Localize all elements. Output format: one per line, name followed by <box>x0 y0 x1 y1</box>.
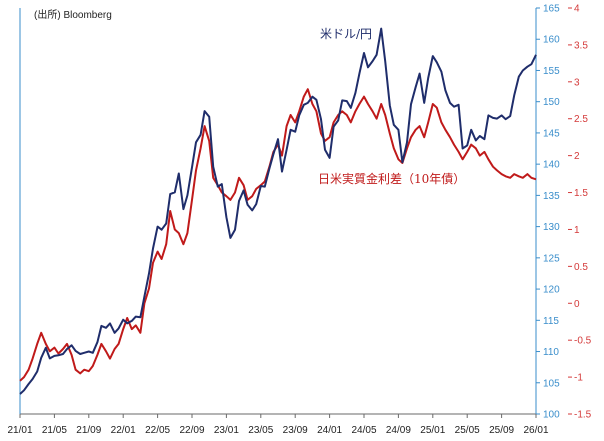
left-axis-tick-label: 150 <box>543 97 560 108</box>
x-axis-tick-label: 23/01 <box>214 425 239 436</box>
x-axis-tick-label: 22/01 <box>111 425 136 436</box>
left-axis-tick-label: 120 <box>543 285 560 296</box>
left-axis-tick-label: 115 <box>543 316 559 327</box>
x-axis-tick-label: 25/01 <box>420 425 445 436</box>
x-axis-tick-label: 21/05 <box>42 425 67 436</box>
left-axis-tick-label: 140 <box>543 160 560 171</box>
right-axis-tick-label: -0.5 <box>574 336 592 347</box>
left-axis-tick-label: 110 <box>543 347 559 358</box>
real-rate-gap-series-label: 日米実質金利差（10年債） <box>318 171 465 186</box>
left-axis-tick-label: 100 <box>543 410 560 421</box>
usdjpy-series-label: 米ドル/円 <box>320 27 372 41</box>
x-axis-tick-label: 24/09 <box>386 425 411 436</box>
left-axis-tick-label: 130 <box>543 222 560 233</box>
right-axis-tick-label: 4 <box>574 4 580 15</box>
x-axis-tick-label: 22/05 <box>145 425 170 436</box>
left-axis-tick-label: 160 <box>543 35 560 46</box>
right-axis-tick-label: -1 <box>574 373 583 384</box>
left-axis-tick-label: 145 <box>543 128 560 139</box>
x-axis-tick-label: 24/05 <box>351 425 376 436</box>
left-axis-tick-label: 135 <box>543 191 560 202</box>
real-rate-gap-line <box>19 88 537 382</box>
right-axis-tick-label: 2.5 <box>574 114 588 125</box>
right-axis-tick-label: 1.5 <box>574 188 588 199</box>
right-axis-tick-label: -1.5 <box>574 410 592 421</box>
x-axis-tick-label: 25/09 <box>489 425 514 436</box>
x-axis-tick-label: 21/09 <box>76 425 101 436</box>
right-axis-tick-label: 0.5 <box>574 262 588 273</box>
x-axis-tick-label: 23/05 <box>248 425 273 436</box>
left-axis-tick-label: 155 <box>543 66 560 77</box>
x-axis-tick-label: 21/01 <box>7 425 32 436</box>
right-axis-tick-label: 2 <box>574 151 580 162</box>
x-axis-tick-label: 24/01 <box>317 425 342 436</box>
x-axis-tick-label: 22/09 <box>179 425 204 436</box>
right-axis-tick-label: 3.5 <box>574 40 588 51</box>
left-axis-tick-label: 165 <box>543 4 560 15</box>
x-axis-tick-label: 23/09 <box>283 425 308 436</box>
right-axis-tick-label: 1 <box>574 225 580 236</box>
x-axis-tick-label: 26/01 <box>523 425 548 436</box>
source-note: (出所) Bloomberg <box>34 8 112 21</box>
left-axis-tick-label: 105 <box>543 378 560 389</box>
right-axis-tick-label: 3 <box>574 77 580 88</box>
usdjpy-line <box>19 27 537 395</box>
right-axis-tick-label: 0 <box>574 299 580 310</box>
left-axis-tick-label: 125 <box>543 253 560 264</box>
x-axis-tick-label: 25/05 <box>455 425 480 436</box>
